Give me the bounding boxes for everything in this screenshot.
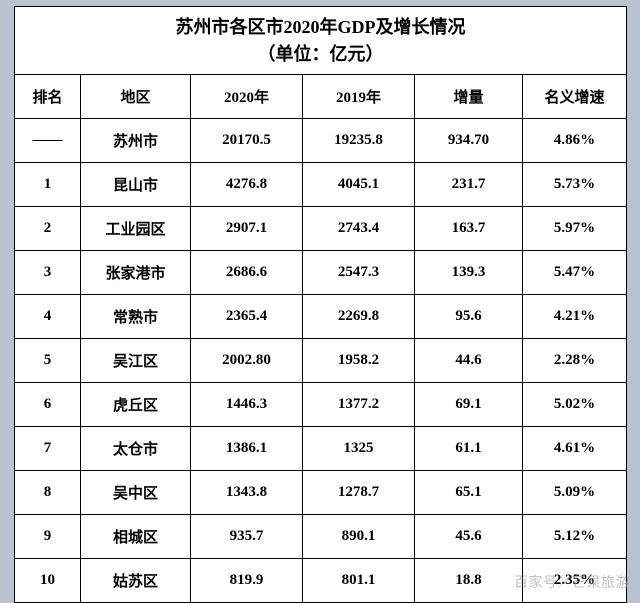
table-row: 7太仓市1386.1132561.14.61%: [15, 427, 627, 471]
col-header-1: 地区: [81, 75, 191, 119]
cell-r6-c4: 69.1: [415, 383, 523, 427]
table-row: ——苏州市20170.519235.8934.704.86%: [15, 119, 627, 163]
cell-r9-c0: 9: [15, 515, 81, 559]
cell-r4-c0: 4: [15, 295, 81, 339]
cell-r5-c2: 2002.80: [191, 339, 303, 383]
cell-r3-c4: 139.3: [415, 251, 523, 295]
cell-r7-c3: 1325: [303, 427, 415, 471]
cell-r2-c4: 163.7: [415, 207, 523, 251]
cell-r1-c0: 1: [15, 163, 81, 207]
cell-r2-c1: 工业园区: [81, 207, 191, 251]
cell-r3-c2: 2686.6: [191, 251, 303, 295]
cell-r1-c5: 5.73%: [523, 163, 627, 207]
cell-r6-c2: 1446.3: [191, 383, 303, 427]
cell-r9-c1: 相城区: [81, 515, 191, 559]
cell-r0-c0: ——: [15, 119, 81, 163]
cell-r1-c2: 4276.8: [191, 163, 303, 207]
cell-r1-c4: 231.7: [415, 163, 523, 207]
col-header-4: 增量: [415, 75, 523, 119]
cell-r5-c1: 吴江区: [81, 339, 191, 383]
cell-r6-c3: 1377.2: [303, 383, 415, 427]
cell-r2-c0: 2: [15, 207, 81, 251]
gdp-table: 苏州市各区市2020年GDP及增长情况 （单位：亿元） 排名地区2020年201…: [14, 6, 627, 603]
cell-r6-c1: 虎丘区: [81, 383, 191, 427]
cell-r4-c3: 2269.8: [303, 295, 415, 339]
cell-r5-c5: 2.28%: [523, 339, 627, 383]
cell-r6-c0: 6: [15, 383, 81, 427]
cell-r3-c3: 2547.3: [303, 251, 415, 295]
cell-r4-c2: 2365.4: [191, 295, 303, 339]
table-row: 6虎丘区1446.31377.269.15.02%: [15, 383, 627, 427]
table-body: ——苏州市20170.519235.8934.704.86%1昆山市4276.8…: [15, 119, 627, 603]
table-row: 1昆山市4276.84045.1231.75.73%: [15, 163, 627, 207]
cell-r4-c1: 常熟市: [81, 295, 191, 339]
col-header-2: 2020年: [191, 75, 303, 119]
title-line2: （单位：亿元）: [258, 44, 384, 64]
cell-r5-c4: 44.6: [415, 339, 523, 383]
cell-r8-c4: 65.1: [415, 471, 523, 515]
cell-r8-c5: 5.09%: [523, 471, 627, 515]
cell-r8-c1: 吴中区: [81, 471, 191, 515]
cell-r0-c5: 4.86%: [523, 119, 627, 163]
cell-r5-c3: 1958.2: [303, 339, 415, 383]
table-row: 9相城区935.7890.145.65.12%: [15, 515, 627, 559]
col-header-0: 排名: [15, 75, 81, 119]
cell-r5-c0: 5: [15, 339, 81, 383]
cell-r7-c2: 1386.1: [191, 427, 303, 471]
cell-r8-c3: 1278.7: [303, 471, 415, 515]
cell-r7-c5: 4.61%: [523, 427, 627, 471]
title-line1: 苏州市各区市2020年GDP及增长情况: [176, 17, 466, 37]
cell-r0-c2: 20170.5: [191, 119, 303, 163]
cell-r1-c3: 4045.1: [303, 163, 415, 207]
cell-r0-c1: 苏州市: [81, 119, 191, 163]
cell-r7-c4: 61.1: [415, 427, 523, 471]
cell-r6-c5: 5.02%: [523, 383, 627, 427]
cell-r2-c3: 2743.4: [303, 207, 415, 251]
cell-r4-c4: 95.6: [415, 295, 523, 339]
cell-r4-c5: 4.21%: [523, 295, 627, 339]
cell-r8-c2: 1343.8: [191, 471, 303, 515]
header-row: 排名地区2020年2019年增量名义增速: [15, 75, 627, 119]
cell-r3-c0: 3: [15, 251, 81, 295]
table-title: 苏州市各区市2020年GDP及增长情况 （单位：亿元）: [15, 7, 627, 75]
cell-r0-c4: 934.70: [415, 119, 523, 163]
cell-r1-c1: 昆山市: [81, 163, 191, 207]
cell-r0-c3: 19235.8: [303, 119, 415, 163]
col-header-3: 2019年: [303, 75, 415, 119]
cell-r2-c5: 5.97%: [523, 207, 627, 251]
table-row: 2工业园区2907.12743.4163.75.97%: [15, 207, 627, 251]
cell-r7-c1: 太仓市: [81, 427, 191, 471]
cell-r9-c2: 935.7: [191, 515, 303, 559]
cell-r7-c0: 7: [15, 427, 81, 471]
cell-r8-c0: 8: [15, 471, 81, 515]
table-row: 3张家港市2686.62547.3139.35.47%: [15, 251, 627, 295]
cell-r3-c5: 5.47%: [523, 251, 627, 295]
cell-r2-c2: 2907.1: [191, 207, 303, 251]
table-row: 4常熟市2365.42269.895.64.21%: [15, 295, 627, 339]
cell-r9-c3: 890.1: [303, 515, 415, 559]
title-row: 苏州市各区市2020年GDP及增长情况 （单位：亿元）: [15, 7, 627, 75]
table-row: 5吴江区2002.801958.244.62.28%: [15, 339, 627, 383]
col-header-5: 名义增速: [523, 75, 627, 119]
cell-r9-c4: 45.6: [415, 515, 523, 559]
cell-r9-c5: 5.12%: [523, 515, 627, 559]
table-row: 8吴中区1343.81278.765.15.09%: [15, 471, 627, 515]
gdp-table-container: 苏州市各区市2020年GDP及增长情况 （单位：亿元） 排名地区2020年201…: [14, 6, 626, 603]
cell-r3-c1: 张家港市: [81, 251, 191, 295]
